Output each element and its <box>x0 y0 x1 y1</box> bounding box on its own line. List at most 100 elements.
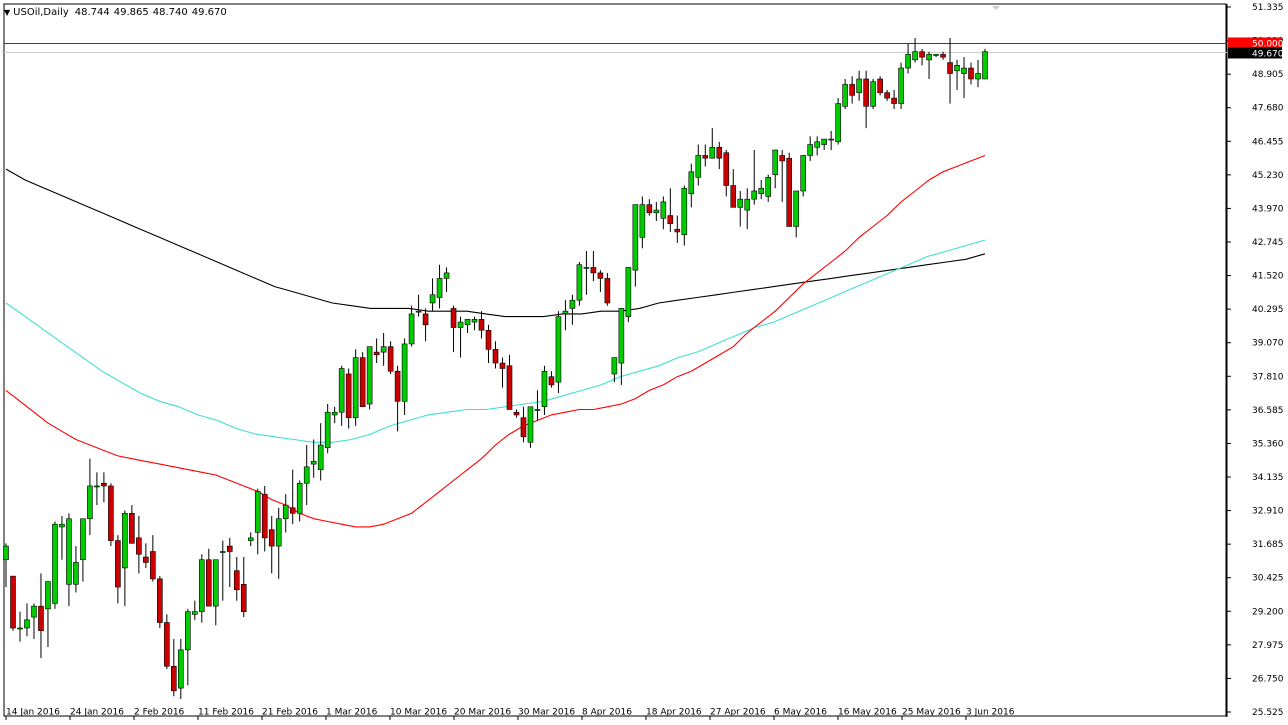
candle <box>296 480 303 522</box>
candle <box>331 406 338 424</box>
candle <box>947 38 953 104</box>
low-value: 48.740 <box>152 7 188 18</box>
candle <box>205 548 212 607</box>
time-tick-label: 2 Feb 2016 <box>134 708 185 718</box>
candle-body <box>226 545 233 552</box>
candle <box>24 603 30 637</box>
candle-body <box>101 482 107 487</box>
price-tick-label: 51.335 <box>1252 3 1284 13</box>
candle <box>394 365 401 432</box>
candle-body <box>835 103 841 143</box>
candle <box>688 163 695 208</box>
candle <box>499 357 506 388</box>
candle <box>863 70 869 129</box>
candle-body <box>646 204 653 214</box>
candle-body <box>632 204 639 271</box>
price-tick-label: 43.970 <box>1252 204 1284 214</box>
candle <box>597 270 604 293</box>
candle <box>520 406 527 443</box>
candle-body <box>737 198 744 208</box>
candle <box>716 141 723 170</box>
plot-frame <box>3 3 1227 717</box>
candle <box>667 188 674 232</box>
candle-body <box>940 54 946 58</box>
candle-body <box>324 411 331 449</box>
candle-body <box>164 622 170 667</box>
candle-body <box>842 84 848 107</box>
time-tick-label: 27 Apr 2016 <box>710 708 766 718</box>
candle-body <box>723 152 730 186</box>
candle-body <box>471 319 478 323</box>
candle-body <box>674 228 681 233</box>
candle <box>541 365 548 415</box>
candle <box>660 196 667 230</box>
candle <box>247 532 254 547</box>
time-axis-labels: 14 Jan 2016 24 Jan 2016 2 Feb 2016 11 Feb 2… <box>5 708 1015 720</box>
price-tick-label: 42.745 <box>1252 238 1284 248</box>
candle <box>898 62 904 110</box>
candle <box>366 346 373 410</box>
candle <box>646 199 653 216</box>
candle <box>940 51 946 60</box>
candle-body <box>569 299 576 309</box>
candle-body <box>485 329 492 350</box>
candle-body <box>688 171 695 194</box>
ma-fast-line <box>5 154 986 528</box>
candle-body <box>157 578 163 623</box>
candle <box>478 311 485 339</box>
price-tick-label: 36.585 <box>1252 406 1284 416</box>
candle-body <box>912 51 918 61</box>
price-tick-label: 47.680 <box>1252 104 1284 114</box>
chart-shift-marker-icon[interactable] <box>992 6 1000 10</box>
candle-body <box>779 155 786 162</box>
candle-body <box>115 540 121 588</box>
candle-body <box>52 523 58 604</box>
candle-body <box>639 204 646 238</box>
candle <box>275 507 282 579</box>
candle-body <box>108 485 114 541</box>
candle <box>73 546 79 593</box>
candle <box>926 51 932 79</box>
candles <box>3 38 988 700</box>
candle <box>870 78 876 110</box>
candle-body <box>443 272 450 279</box>
candle-body <box>66 518 72 585</box>
candle <box>359 352 366 408</box>
candle <box>101 472 107 503</box>
candle <box>380 333 387 366</box>
price-tick-label: 27.975 <box>1252 641 1284 651</box>
candle-body <box>331 411 338 416</box>
candle-body <box>849 84 855 96</box>
candle-body <box>891 97 897 104</box>
time-tick-label: 16 May 2016 <box>838 708 897 718</box>
candle <box>317 423 324 481</box>
candle-body <box>199 559 205 612</box>
candle <box>268 516 275 574</box>
price-tick-label: 34.135 <box>1252 473 1284 483</box>
price-tick-label: 41.520 <box>1252 272 1284 282</box>
candle <box>877 76 883 96</box>
candle <box>373 338 380 364</box>
candle <box>772 149 779 189</box>
candle-body <box>289 507 296 514</box>
candle-body <box>401 343 408 402</box>
candle <box>919 48 925 66</box>
price-tick-label: 25.525 <box>1252 708 1284 718</box>
candle-body <box>492 349 499 364</box>
candle-body <box>219 551 226 553</box>
candle-body <box>233 570 240 591</box>
candle-body <box>660 201 667 219</box>
time-tick-label: 14 Jan 2016 <box>6 708 60 718</box>
candle <box>779 149 786 202</box>
ma-slow-line <box>5 168 986 318</box>
candle <box>45 581 51 648</box>
collapse-triangle-icon[interactable]: ▼ <box>4 8 11 17</box>
candle-body <box>898 67 904 104</box>
candle <box>457 316 464 358</box>
candle <box>548 371 555 388</box>
candle-body <box>793 190 799 227</box>
level-badge-label: 50.000 <box>1252 39 1284 49</box>
candle <box>730 169 737 208</box>
